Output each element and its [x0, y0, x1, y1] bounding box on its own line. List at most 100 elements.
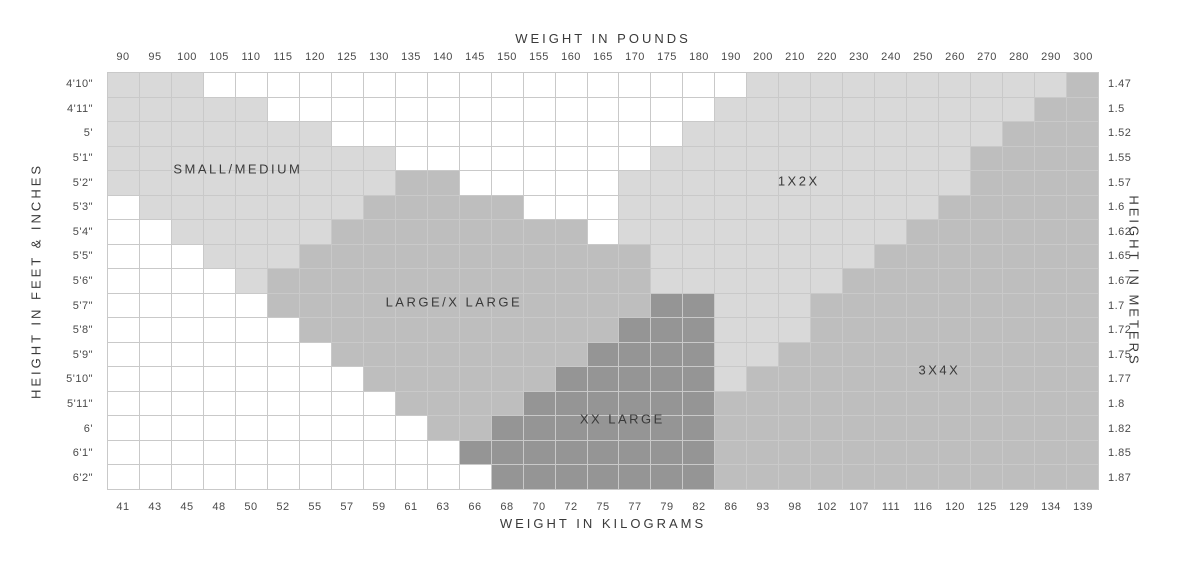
size-cell [619, 97, 652, 123]
size-cell [139, 122, 172, 147]
size-cell [811, 440, 844, 466]
kilograms-tick: 66 [468, 501, 482, 513]
size-cell [683, 391, 716, 417]
size-cell [1003, 269, 1036, 294]
size-cell [843, 220, 876, 245]
size-cell [939, 146, 972, 172]
feet-inches-tick: 5'5" [72, 250, 93, 263]
size-cell [331, 171, 364, 196]
size-cell [939, 440, 972, 466]
size-cell [331, 465, 364, 490]
size-cell [491, 195, 524, 221]
size-cell [779, 440, 812, 466]
size-cell [299, 465, 332, 490]
size-cell [619, 73, 652, 98]
size-cell [203, 269, 236, 294]
size-cell [907, 391, 940, 417]
size-cell [1067, 269, 1099, 294]
size-cell [203, 73, 236, 98]
size-cell [139, 440, 172, 466]
size-cell [395, 171, 428, 196]
size-cell [235, 122, 268, 147]
kilograms-tick: 134 [1041, 501, 1061, 513]
size-cell [171, 440, 204, 466]
size-cell [523, 367, 556, 392]
size-cell [331, 73, 364, 98]
size-cell [108, 244, 140, 270]
size-cell [427, 293, 460, 319]
size-cell [715, 440, 748, 466]
pounds-tick: 130 [369, 51, 389, 63]
size-cell [331, 416, 364, 441]
size-cell [139, 342, 172, 368]
size-cell [939, 391, 972, 417]
size-cell [267, 244, 300, 270]
size-cell [651, 195, 684, 221]
size-cell [235, 440, 268, 466]
size-cell [108, 416, 140, 441]
size-cell [779, 195, 812, 221]
size-cell [1035, 73, 1068, 98]
size-cell [747, 244, 780, 270]
size-cell [971, 195, 1004, 221]
size-cell [427, 416, 460, 441]
size-cell [459, 269, 492, 294]
size-cell [715, 122, 748, 147]
meters-tick: 1.85 [1108, 447, 1132, 460]
size-cell [619, 465, 652, 490]
pounds-tick: 135 [401, 51, 421, 63]
size-cell [299, 244, 332, 270]
kilograms-tick: 129 [1009, 501, 1029, 513]
kilograms-tick: 93 [756, 501, 770, 513]
size-cell [843, 342, 876, 368]
size-cell [491, 318, 524, 343]
size-cell [427, 269, 460, 294]
size-cell [587, 171, 620, 196]
pounds-tick: 90 [116, 51, 130, 63]
size-cell [108, 465, 140, 490]
size-cell [587, 97, 620, 123]
size-cell [491, 220, 524, 245]
size-cell [363, 269, 396, 294]
size-cell [171, 244, 204, 270]
size-cell [427, 391, 460, 417]
feet-inches-tick: 6' [83, 422, 93, 435]
size-cell [907, 244, 940, 270]
size-cell [331, 220, 364, 245]
size-cell [108, 73, 140, 98]
pounds-tick: 280 [1009, 51, 1029, 63]
size-cell [747, 171, 780, 196]
size-cell [459, 171, 492, 196]
size-cell [427, 97, 460, 123]
axis-title-feet-inches: HEIGHT IN FEET & INCHES [28, 162, 44, 400]
size-cell [299, 416, 332, 441]
size-cell [203, 391, 236, 417]
size-cell [235, 220, 268, 245]
size-cell [459, 122, 492, 147]
size-cell [779, 293, 812, 319]
size-cell [299, 146, 332, 172]
meters-tick: 1.72 [1108, 324, 1132, 337]
axis-title-kilograms: WEIGHT IN KILOGRAMS [499, 516, 707, 531]
meters-tick: 1.47 [1108, 78, 1132, 91]
size-cell [1035, 465, 1068, 490]
size-cell [171, 416, 204, 441]
pounds-tick: 270 [977, 51, 997, 63]
size-cell [1067, 465, 1099, 490]
size-cell [779, 465, 812, 490]
size-cell [139, 416, 172, 441]
size-cell [459, 342, 492, 368]
feet-inches-tick: 5'2" [72, 176, 93, 189]
size-cell [491, 293, 524, 319]
size-cell [971, 122, 1004, 147]
size-cell [267, 73, 300, 98]
size-cell [939, 171, 972, 196]
pounds-tick: 105 [209, 51, 229, 63]
size-cell [395, 97, 428, 123]
size-cell [651, 367, 684, 392]
size-cell [811, 342, 844, 368]
size-cell [875, 195, 908, 221]
size-cell [747, 416, 780, 441]
size-cell [235, 391, 268, 417]
size-cell [555, 367, 588, 392]
